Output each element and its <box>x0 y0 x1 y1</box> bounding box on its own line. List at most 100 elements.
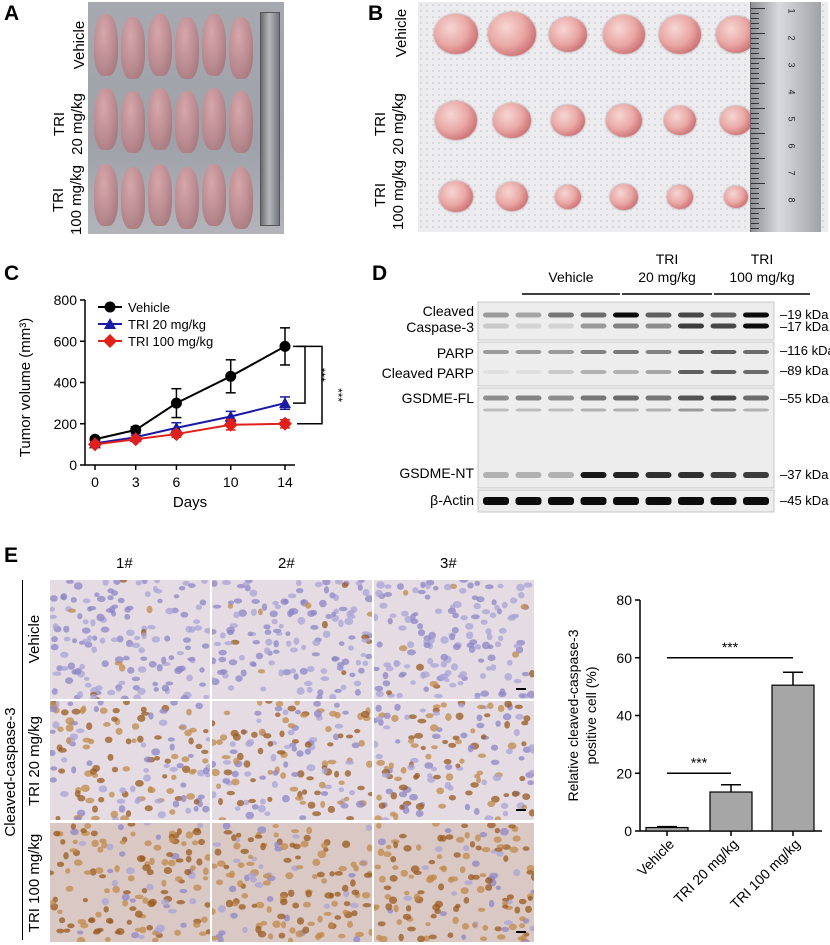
nucleus <box>99 637 106 644</box>
stained-cell <box>494 827 500 834</box>
nucleus <box>481 609 491 615</box>
mouse <box>148 14 172 76</box>
stained-cell <box>526 870 534 875</box>
stained-cell <box>61 709 69 716</box>
stained-cell <box>122 766 131 772</box>
stained-cell <box>403 589 409 596</box>
stained-cell <box>518 898 527 905</box>
stained-cell <box>413 893 421 901</box>
nucleus <box>509 597 518 604</box>
stained-cell <box>131 738 137 743</box>
nucleus <box>424 594 431 600</box>
stained-cell <box>149 857 155 866</box>
stained-cell <box>122 899 128 907</box>
blot-band <box>710 472 737 478</box>
stained-cell <box>496 934 506 940</box>
stained-cell <box>57 726 64 732</box>
stained-cell <box>461 923 470 930</box>
nucleus <box>323 784 333 789</box>
stained-cell <box>174 796 183 801</box>
stained-cell <box>202 867 209 876</box>
data-point <box>279 340 291 352</box>
stained-cell <box>494 816 502 820</box>
nucleus <box>283 744 292 749</box>
stained-cell <box>337 733 344 739</box>
nucleus <box>230 912 238 919</box>
blot-band <box>515 497 542 505</box>
stained-cell <box>487 702 494 709</box>
stained-cell <box>299 800 307 805</box>
nucleus <box>402 807 410 814</box>
nucleus <box>251 804 259 810</box>
nucleus <box>188 753 194 758</box>
nucleus <box>77 613 83 620</box>
ruler-tick <box>751 103 759 104</box>
nucleus <box>490 744 499 751</box>
nucleus <box>478 658 485 663</box>
stained-cell <box>404 890 410 896</box>
stained-cell <box>281 921 287 929</box>
stained-cell <box>240 729 247 735</box>
ruler-tick <box>751 188 759 189</box>
ruler-number: 6 <box>786 143 797 149</box>
nucleus <box>65 677 74 684</box>
nucleus <box>494 604 500 611</box>
stained-cell <box>255 901 265 909</box>
stained-cell <box>476 777 482 784</box>
nucleus <box>434 608 443 614</box>
nucleus <box>348 645 354 651</box>
ruler-tick <box>751 63 759 64</box>
nucleus <box>102 580 109 586</box>
blot-band <box>613 472 639 478</box>
nucleus <box>110 637 119 642</box>
tumor <box>496 182 528 212</box>
tumor <box>434 14 478 55</box>
stained-cell <box>63 852 69 860</box>
nucleus <box>334 580 343 585</box>
nucleus <box>427 776 436 783</box>
nucleus <box>295 709 301 715</box>
stained-cell <box>60 839 66 845</box>
nucleus <box>87 606 93 612</box>
stained-cell <box>161 859 169 866</box>
nucleus <box>107 595 114 601</box>
blot-band <box>483 350 509 354</box>
blot-band <box>710 370 737 374</box>
mouse <box>202 14 226 76</box>
nucleus <box>329 693 337 699</box>
stained-cell <box>91 815 100 820</box>
stained-cell <box>386 690 392 696</box>
nucleus <box>287 729 295 736</box>
nucleus <box>489 899 495 908</box>
nucleus <box>474 695 480 699</box>
blot-band <box>645 323 672 329</box>
nucleus <box>451 891 458 896</box>
nucleus <box>297 617 306 625</box>
blot-band <box>613 408 639 412</box>
stained-cell <box>140 706 147 713</box>
stained-cell <box>321 620 328 629</box>
stained-cell <box>443 758 452 765</box>
tumor <box>551 105 585 137</box>
stained-cell <box>318 781 326 789</box>
nucleus <box>320 676 330 682</box>
nucleus <box>212 604 222 609</box>
stained-cell <box>79 707 86 715</box>
stained-cell <box>350 861 357 868</box>
blot-band <box>548 323 574 329</box>
nucleus <box>81 627 91 634</box>
stained-cell <box>255 925 262 934</box>
nucleus <box>357 584 363 591</box>
mouse <box>229 167 253 229</box>
stained-cell <box>396 919 403 925</box>
stained-cell <box>278 932 286 939</box>
stained-cell <box>323 911 332 916</box>
stained-cell <box>528 809 534 817</box>
nucleus <box>296 580 302 586</box>
ihc-image <box>212 701 372 820</box>
blot-band <box>645 312 672 318</box>
nucleus <box>343 890 350 898</box>
panel-label-c: C <box>4 262 20 285</box>
stained-cell <box>107 753 114 761</box>
stained-cell <box>366 611 372 617</box>
